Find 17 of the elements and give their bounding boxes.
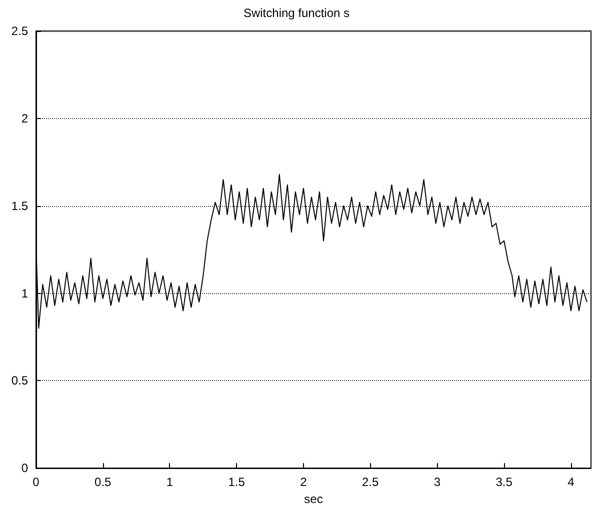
y-tick-label: 1 (21, 286, 28, 300)
x-tick-label: 0.5 (94, 475, 112, 490)
x-tick-label: 3.5 (496, 475, 513, 490)
x-tick-label: 2.5 (362, 475, 379, 490)
y-tick-label: 0.5 (11, 374, 28, 388)
x-tick-label: 2 (300, 475, 308, 490)
y-tick-label: 2 (21, 111, 28, 126)
chart-title: Switching function s (243, 6, 350, 20)
y-tick-label: 2.5 (11, 24, 28, 38)
x-tick-label: 3 (434, 475, 441, 490)
x-tick-label: 4 (568, 475, 575, 490)
y-tick-label: 1.5 (11, 198, 28, 213)
y-tick-label: 0 (21, 461, 28, 476)
x-tick-label: 1.5 (228, 475, 246, 490)
x-tick-label: 1 (166, 475, 174, 490)
x-tick-label: 0 (32, 475, 40, 490)
x-axis-title: sec (304, 492, 323, 506)
